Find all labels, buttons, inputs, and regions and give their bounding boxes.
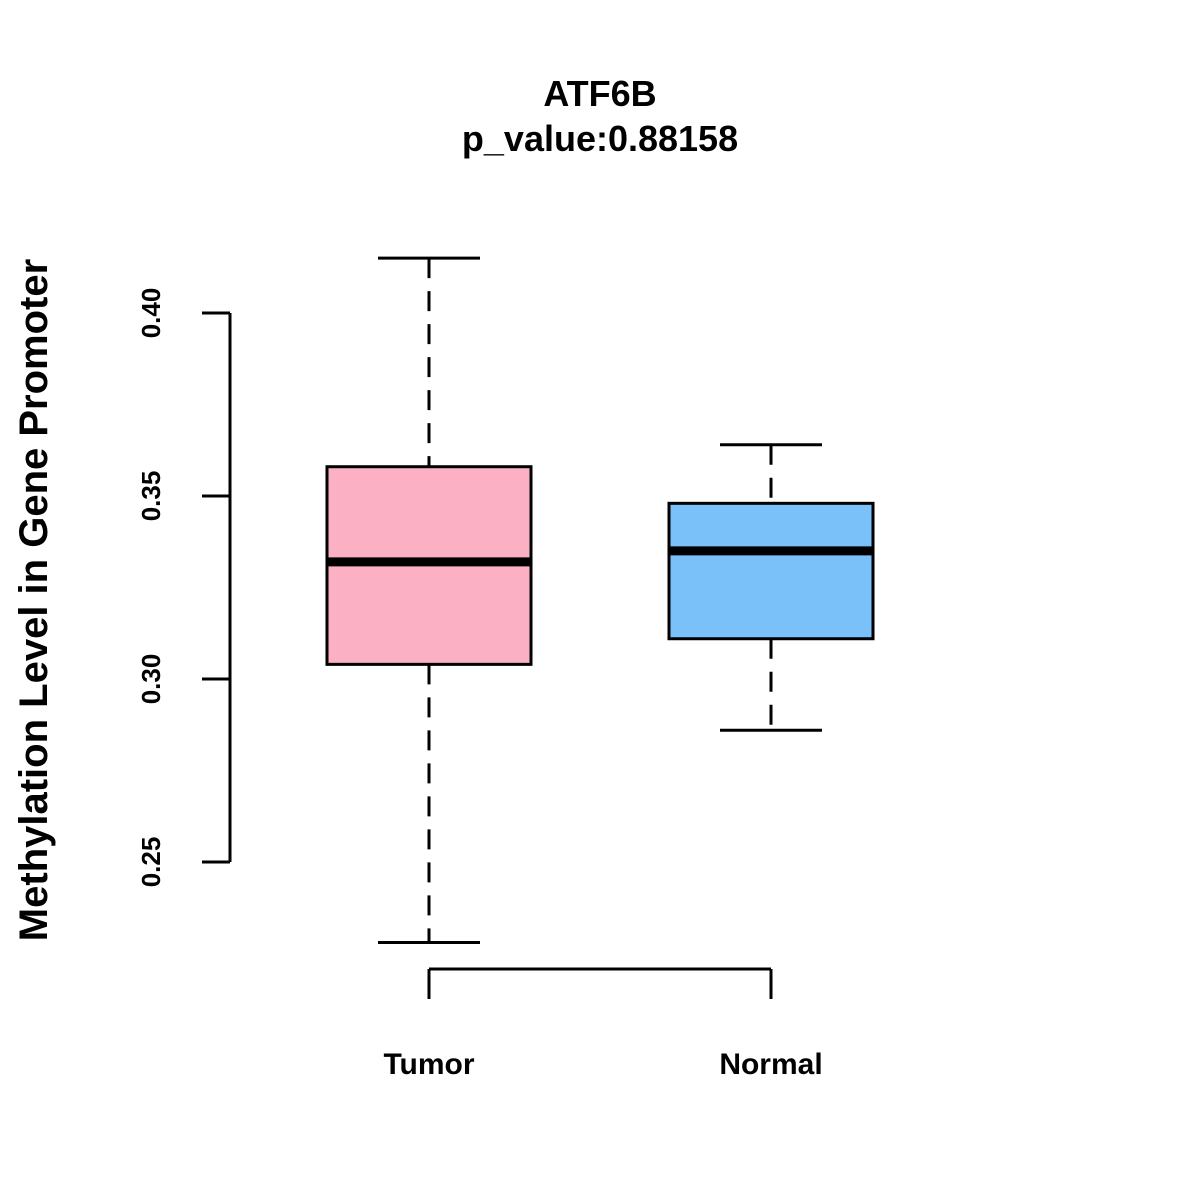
box-tumor [325,256,533,945]
y-tick-label: 0.35 [136,471,166,522]
y-tick-label: 0.25 [136,837,166,888]
box-normal [667,443,875,732]
y-axis: 0.25 0.30 0.35 0.40 [136,288,232,888]
chart-subtitle: p_value:0.88158 [462,118,738,159]
x-axis: Tumor Normal [383,967,823,1081]
y-axis-label: Methylation Level in Gene Promoter [12,259,56,941]
y-tick-label: 0.30 [136,654,166,705]
x-tick-label-normal: Normal [719,1048,822,1081]
y-tick-label: 0.40 [136,288,166,339]
chart-title: ATF6B [543,73,656,114]
iqr-box-normal [667,501,875,641]
boxes [325,256,875,945]
x-tick-label-tumor: Tumor [383,1048,474,1081]
